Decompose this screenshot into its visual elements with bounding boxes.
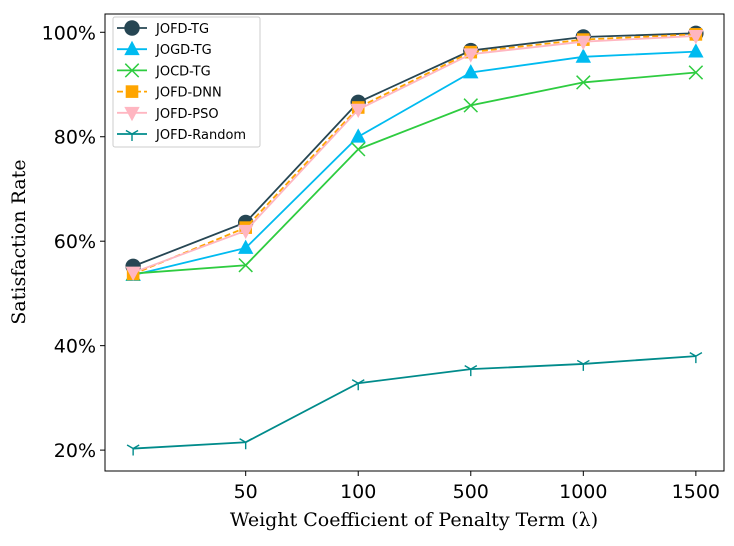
- data-point: [464, 365, 478, 377]
- x-tick-label: 50: [234, 481, 258, 503]
- data-point: [463, 64, 479, 79]
- y-tick-label: 80%: [54, 127, 96, 149]
- x-tick-label: 500: [453, 481, 489, 503]
- data-point: [124, 106, 140, 122]
- data-point: [688, 65, 704, 80]
- legend-label: JOFD-PSO: [155, 107, 219, 122]
- legend: JOFD-TG JOGD-TG JOCD-TG JOFD-DNN JOFD-PSO JOF…: [112, 16, 261, 148]
- y-axis: 20% 40% 60% 80% 100%: [42, 22, 105, 462]
- series-jofd-random: [126, 351, 703, 456]
- data-point: [463, 48, 479, 63]
- data-point: [239, 438, 253, 450]
- legend-label: JOGD-TG: [155, 43, 212, 58]
- legend-entry: JOFD-TG: [117, 20, 209, 37]
- x-axis: 50 100 500 1000 1500: [234, 471, 720, 503]
- plot-frame: [104, 13, 725, 472]
- data-point: [575, 35, 592, 51]
- y-tick-label: 40%: [54, 336, 96, 358]
- legend-label: JOCD-TG: [155, 64, 211, 79]
- legend-entry: JOGD-TG: [117, 40, 212, 58]
- series-line: [132, 33, 696, 275]
- legend-label: JOFD-Random: [155, 128, 246, 143]
- data-point: [125, 85, 139, 98]
- data-point: [688, 30, 704, 45]
- x-axis-label: Weight Coefficient of Penalty Term (λ): [230, 509, 598, 531]
- legend-entry: JOFD-DNN: [117, 85, 222, 101]
- x-tick-label: 100: [340, 481, 376, 503]
- data-point: [689, 351, 703, 364]
- data-point: [237, 224, 254, 240]
- data-point: [125, 266, 141, 281]
- y-tick-label: 20%: [54, 440, 96, 462]
- data-point: [350, 142, 366, 157]
- y-axis-label: Satisfaction Rate: [8, 159, 30, 324]
- data-point: [124, 63, 140, 78]
- x-tick-label: 1500: [672, 481, 720, 503]
- series-jofd-pso: [125, 30, 704, 281]
- data-point: [688, 43, 704, 58]
- series-line: [133, 355, 696, 450]
- legend-box: [112, 16, 261, 148]
- legend-entry: JOCD-TG: [117, 63, 211, 79]
- legend-label: JOFD-TG: [155, 22, 209, 37]
- series-line: [132, 50, 696, 277]
- legend-entry: JOFD-PSO: [117, 107, 219, 122]
- data-point: [576, 359, 590, 371]
- series-line: [132, 32, 696, 268]
- data-point: [238, 257, 253, 273]
- y-tick-label: 60%: [54, 231, 96, 253]
- data-point: [125, 129, 139, 141]
- data-point: [237, 239, 254, 254]
- legend-label: JOFD-DNN: [155, 86, 222, 101]
- data-point: [351, 379, 365, 391]
- legend-entry: JOFD-Random: [117, 128, 246, 143]
- series-line: [133, 71, 696, 275]
- data-point: [126, 444, 140, 456]
- data-point: [350, 103, 366, 118]
- data-point: [576, 75, 591, 90]
- data-point: [124, 20, 140, 36]
- data-point: [463, 98, 479, 113]
- data-point: [350, 128, 366, 143]
- series-line: [132, 35, 696, 274]
- data-point: [575, 48, 592, 63]
- x-tick-label: 1000: [559, 481, 607, 503]
- series-layer: [125, 25, 704, 456]
- y-tick-label: 100%: [42, 22, 96, 44]
- data-point: [124, 40, 140, 56]
